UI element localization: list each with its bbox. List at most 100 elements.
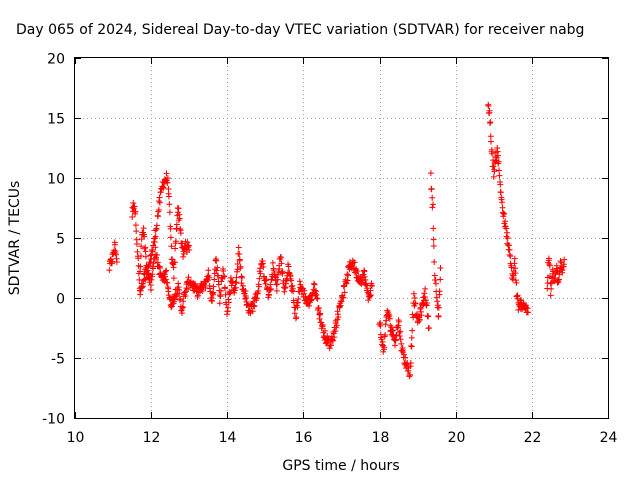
data-point: [502, 218, 509, 225]
data-point: [494, 152, 501, 159]
data-point: [487, 133, 494, 140]
data-point: [177, 230, 184, 237]
data-point: [335, 314, 342, 321]
data-point: [140, 225, 147, 232]
data-point: [497, 181, 504, 188]
y-axis-label: SDTVAR / TECUs: [7, 181, 23, 296]
data-point: [285, 263, 292, 270]
data-point: [170, 264, 177, 271]
data-point: [435, 313, 442, 320]
data-point: [212, 257, 219, 264]
data-point: [242, 295, 249, 302]
data-point: [432, 280, 439, 287]
data-point: [436, 288, 443, 295]
data-point: [378, 336, 385, 343]
data-point: [524, 305, 531, 312]
data-point: [334, 316, 341, 323]
data-point: [148, 276, 155, 283]
data-point: [143, 270, 150, 277]
data-point: [133, 228, 140, 235]
data-point: [186, 247, 193, 253]
data-point: [164, 175, 171, 182]
data-point: [422, 285, 429, 292]
data-point: [288, 277, 295, 284]
data-point: [407, 360, 414, 367]
data-point: [490, 173, 497, 180]
data-point: [142, 248, 149, 255]
data-point: [361, 268, 368, 275]
data-point: [512, 277, 519, 284]
data-point: [407, 371, 414, 378]
data-point: [270, 265, 277, 272]
data-point: [274, 281, 281, 288]
data-point: [157, 265, 164, 272]
data-point: [257, 270, 264, 277]
data-point: [175, 280, 182, 287]
data-point: [255, 283, 262, 290]
data-point: [206, 274, 213, 281]
data-point: [501, 210, 508, 217]
data-point: [269, 259, 276, 266]
data-point: [233, 274, 240, 281]
data-point: [152, 244, 159, 251]
x-axis: 10 12 14 16 18 20 22 24: [67, 58, 617, 446]
data-point: [111, 241, 118, 248]
data-point: [499, 209, 506, 216]
data-point: [216, 300, 223, 307]
data-point: [503, 233, 510, 240]
data-point: [513, 279, 520, 286]
x-axis-label: GPS time / hours: [282, 458, 399, 474]
data-point: [331, 334, 338, 341]
data-point: [344, 277, 351, 284]
data-point: [222, 291, 229, 298]
data-point: [429, 194, 436, 201]
data-point: [222, 285, 229, 292]
data-point: [312, 292, 319, 299]
data-point: [427, 170, 434, 177]
data-point: [142, 253, 149, 260]
data-point: [290, 288, 297, 295]
data-point: [215, 281, 222, 288]
y-tick-label: 10: [47, 172, 65, 188]
data-point: [239, 282, 246, 289]
data-point: [165, 193, 172, 200]
data-point: [287, 273, 294, 280]
data-point: [167, 234, 174, 241]
data-point: [496, 167, 503, 174]
data-point: [150, 265, 157, 272]
data-point: [430, 242, 437, 249]
data-point: [155, 207, 162, 214]
data-point: [141, 245, 148, 252]
data-point: [151, 235, 158, 242]
data-point: [179, 305, 186, 312]
data-point: [396, 332, 403, 339]
data-point: [389, 327, 396, 334]
data-point: [392, 337, 399, 344]
data-point: [310, 280, 317, 287]
data-point: [267, 286, 274, 293]
data-point: [351, 259, 358, 266]
data-point: [408, 343, 415, 350]
data-point: [164, 179, 171, 186]
data-point: [498, 199, 505, 206]
data-point: [162, 276, 169, 283]
data-point: [547, 280, 554, 287]
data-point: [490, 163, 497, 170]
data-point: [138, 253, 145, 260]
data-point: [431, 258, 438, 265]
data-point: [393, 331, 400, 338]
data-point: [300, 290, 307, 297]
data-point: [418, 312, 425, 319]
data-point: [313, 295, 320, 302]
data-point: [234, 261, 241, 268]
data-point: [173, 221, 180, 228]
data-point: [129, 213, 136, 220]
data-point: [559, 263, 566, 270]
grid: [75, 58, 608, 418]
data-point: [386, 312, 393, 319]
data-point: [395, 318, 402, 325]
data-point: [227, 274, 234, 281]
x-tick-label: 22: [524, 430, 542, 446]
data-point: [317, 310, 324, 317]
